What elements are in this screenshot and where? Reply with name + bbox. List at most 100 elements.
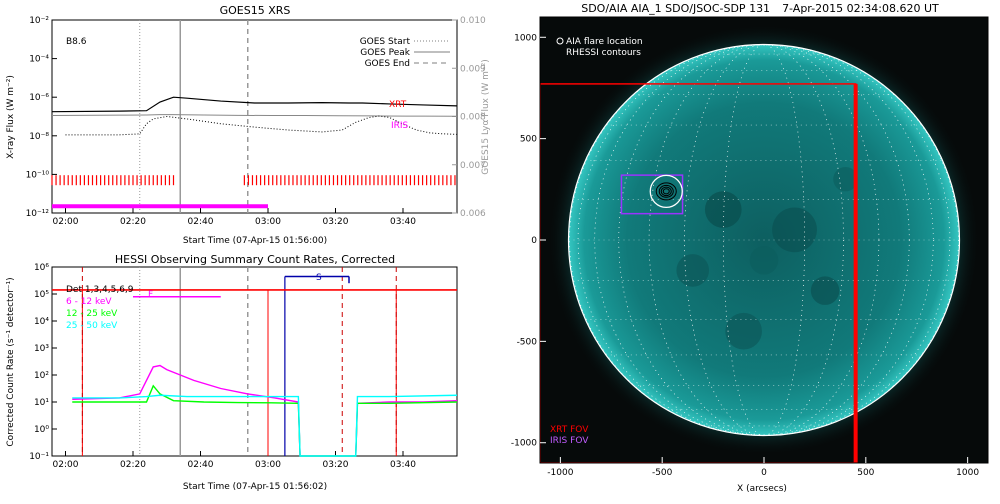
goes-x-tick-label: 03:40	[390, 217, 416, 227]
goes-b-label: B8.6	[66, 37, 87, 47]
rhessi-contour	[660, 186, 672, 197]
goes-x-tick-label: 02:20	[120, 217, 146, 227]
grid-longitude	[569, 44, 959, 436]
goes-y-tick-label: 10⁻¹⁰	[26, 170, 50, 180]
goes-series-short	[51, 114, 458, 117]
solar-feature	[772, 207, 817, 253]
goes-y-tick-label: 10⁻⁴	[29, 55, 49, 65]
goes-x-axis-label: Start Time (07-Apr-15 01:56:00)	[183, 236, 327, 246]
hessi-y-tick-label: 10⁰	[34, 425, 49, 435]
goes-xrt-label: XRT	[389, 100, 407, 110]
goes-y-tick-label: 10⁻²	[29, 16, 49, 26]
goes-x-tick-label: 03:00	[255, 217, 281, 227]
hessi-y-tick-label: 10⁴	[34, 317, 49, 327]
hessi-plot-frame	[51, 266, 458, 457]
aia-legend-contour-label: RHESSI contours	[566, 48, 641, 58]
aia-image-chart: SDO/AIA AIA_1 SDO/JSOC-SDP 131 7-Apr-2015…	[511, 2, 989, 494]
goes-title: GOES15 XRS	[220, 4, 291, 17]
goes-y-ticks: 10⁻² 10⁻⁴ 10⁻⁶ 10⁻⁸ 10⁻¹⁰ 10⁻¹²	[26, 16, 57, 219]
rhessi-contour	[662, 188, 670, 195]
aia-x-tick-label: 1000	[956, 468, 979, 478]
goes-x-tick-label: 02:00	[53, 217, 79, 227]
hessi-legend-label: 12 - 25 keV	[66, 309, 118, 319]
hessi-x-axis-label: Start Time (07-Apr-15 01:56:02)	[183, 482, 327, 492]
grid-longitude	[618, 44, 910, 436]
rhessi-contour	[658, 184, 674, 198]
solar-feature	[676, 254, 710, 287]
solar-limb	[567, 43, 961, 437]
aia-x-tick-label: -500	[652, 468, 673, 478]
aia-y-tick-label: 0	[531, 236, 537, 246]
goes-iris-coverage-bar	[52, 204, 268, 209]
hessi-y-ticks: 10⁶ 10⁵ 10⁴ 10³ 10² 10¹ 10⁰ 10⁻¹	[29, 263, 57, 462]
hessi-x-ticks: 02:00 02:20 02:40 03:00 03:20 03:40	[53, 451, 416, 470]
hessi-y-tick-label: 10²	[34, 371, 49, 381]
hessi-marks	[52, 267, 458, 457]
hessi-series-1	[72, 364, 458, 457]
aia-y-tick-label: -1000	[511, 439, 537, 449]
goes-y2-tick-label: 0.006	[460, 209, 486, 219]
solar-feature	[704, 191, 742, 228]
hessi-y-tick-label: 10⁵	[34, 290, 49, 300]
hessi-legend-label: Det 1,3,4,5,6,9	[66, 285, 134, 295]
flare-location-circle	[649, 174, 683, 208]
goes-x-tick-label: 02:40	[188, 217, 214, 227]
goes-series-lya	[65, 115, 458, 136]
hessi-y-tick-label: 10⁶	[34, 263, 49, 273]
goes-y2-tick-label: 0.008	[460, 113, 486, 123]
goes-x-ticks: 02:00 02:20 02:40 03:00 03:20 03:40	[53, 208, 416, 227]
aia-y-tick-label: 500	[520, 135, 537, 145]
aia-x-tick-label: -1000	[547, 468, 573, 478]
hessi-x-tick-label: 02:40	[188, 460, 214, 470]
aia-y-ticks: 1000 500 0 -500 -1000	[511, 33, 546, 449]
hessi-s-flag-label: S	[316, 273, 322, 283]
aia-x-tick-label: 500	[857, 468, 874, 478]
hessi-y-tick-label: 10¹	[34, 398, 49, 408]
aia-image-content	[540, 24, 980, 463]
goes-legend-label: GOES End	[365, 59, 410, 69]
goes-legend-label: GOES Peak	[360, 48, 410, 58]
aia-legend-fov-label: IRIS FOV	[550, 436, 589, 446]
grid-longitude	[648, 44, 880, 436]
grid-longitude	[577, 44, 951, 436]
hessi-series-3	[72, 394, 458, 457]
hessi-f-flag-label: F	[148, 290, 153, 300]
goes-x-tick-label: 03:20	[323, 217, 349, 227]
solar-feature	[725, 312, 762, 350]
aia-legend-flare-label: AIA flare location	[566, 37, 643, 47]
goes-y-tick-label: 10⁻⁶	[29, 93, 49, 103]
goes-y2-tick-label: 0.007	[460, 161, 486, 171]
aia-y-tick-label: 1000	[514, 33, 537, 43]
left-panel: GOES15 XRS 10⁻² 10⁻⁴ 10⁻⁶ 10⁻⁸ 10⁻¹⁰ 10⁻¹² 0.…	[0, 0, 491, 500]
hessi-title: HESSI Observing Summary Count Rates, Cor…	[115, 253, 395, 266]
hessi-y-axis-label: Corrected Count Rate (s⁻¹ detector⁻¹)	[6, 277, 16, 446]
aia-x-ticks: -1000 -500 0 500 1000	[547, 457, 979, 478]
hessi-x-tick-label: 02:20	[120, 460, 146, 470]
aia-x-tick-label: 0	[761, 468, 767, 478]
aia-title-text: SDO/AIA AIA_1 SDO/JSOC-SDP 131	[581, 2, 770, 15]
goes-y2-axis-label: GOES15 Lyα Flux (W m⁻²)	[481, 59, 490, 175]
hessi-x-tick-label: 03:20	[323, 460, 349, 470]
goes-iris-label: IRIS	[391, 121, 409, 131]
hessi-y-tick-label: 10³	[34, 344, 49, 354]
hessi-legend: Det 1,3,4,5,6,9 6 - 12 keV 12 - 25 keV 25 -…	[66, 285, 134, 331]
aia-timestamp: 7-Apr-2015 02:34:08.620 UT	[782, 2, 939, 15]
aia-x-axis-label: X (arcsecs)	[737, 484, 787, 494]
goes-y-axis-label: X-ray Flux (W m⁻²)	[6, 75, 16, 159]
hessi-chart: HESSI Observing Summary Count Rates, Cor…	[6, 253, 458, 492]
solar-feature	[810, 276, 840, 305]
right-panel: SDO/AIA AIA_1 SDO/JSOC-SDP 131 7-Apr-2015…	[490, 0, 1000, 500]
goes-y-tick-label: 10⁻¹²	[26, 209, 50, 219]
goes-y2-tick-label: 0.009	[460, 64, 486, 74]
hessi-y-tick-label: 10⁻¹	[29, 452, 49, 462]
goes-y2-tick-label: 0.010	[460, 16, 486, 26]
aia-title: SDO/AIA AIA_1 SDO/JSOC-SDP 131 7-Apr-2015…	[581, 2, 939, 15]
hessi-legend-label: 6 - 12 keV	[66, 297, 112, 307]
goes-legend-label: GOES Start	[360, 37, 411, 47]
goes-series-long	[51, 96, 458, 113]
hessi-x-tick-label: 02:00	[53, 460, 79, 470]
goes-xrs-chart: GOES15 XRS 10⁻² 10⁻⁴ 10⁻⁶ 10⁻⁸ 10⁻¹⁰ 10⁻¹² 0.…	[6, 4, 491, 246]
hessi-legend-label: 25 - 50 keV	[66, 321, 118, 331]
goes-y-tick-label: 10⁻⁸	[29, 132, 49, 142]
